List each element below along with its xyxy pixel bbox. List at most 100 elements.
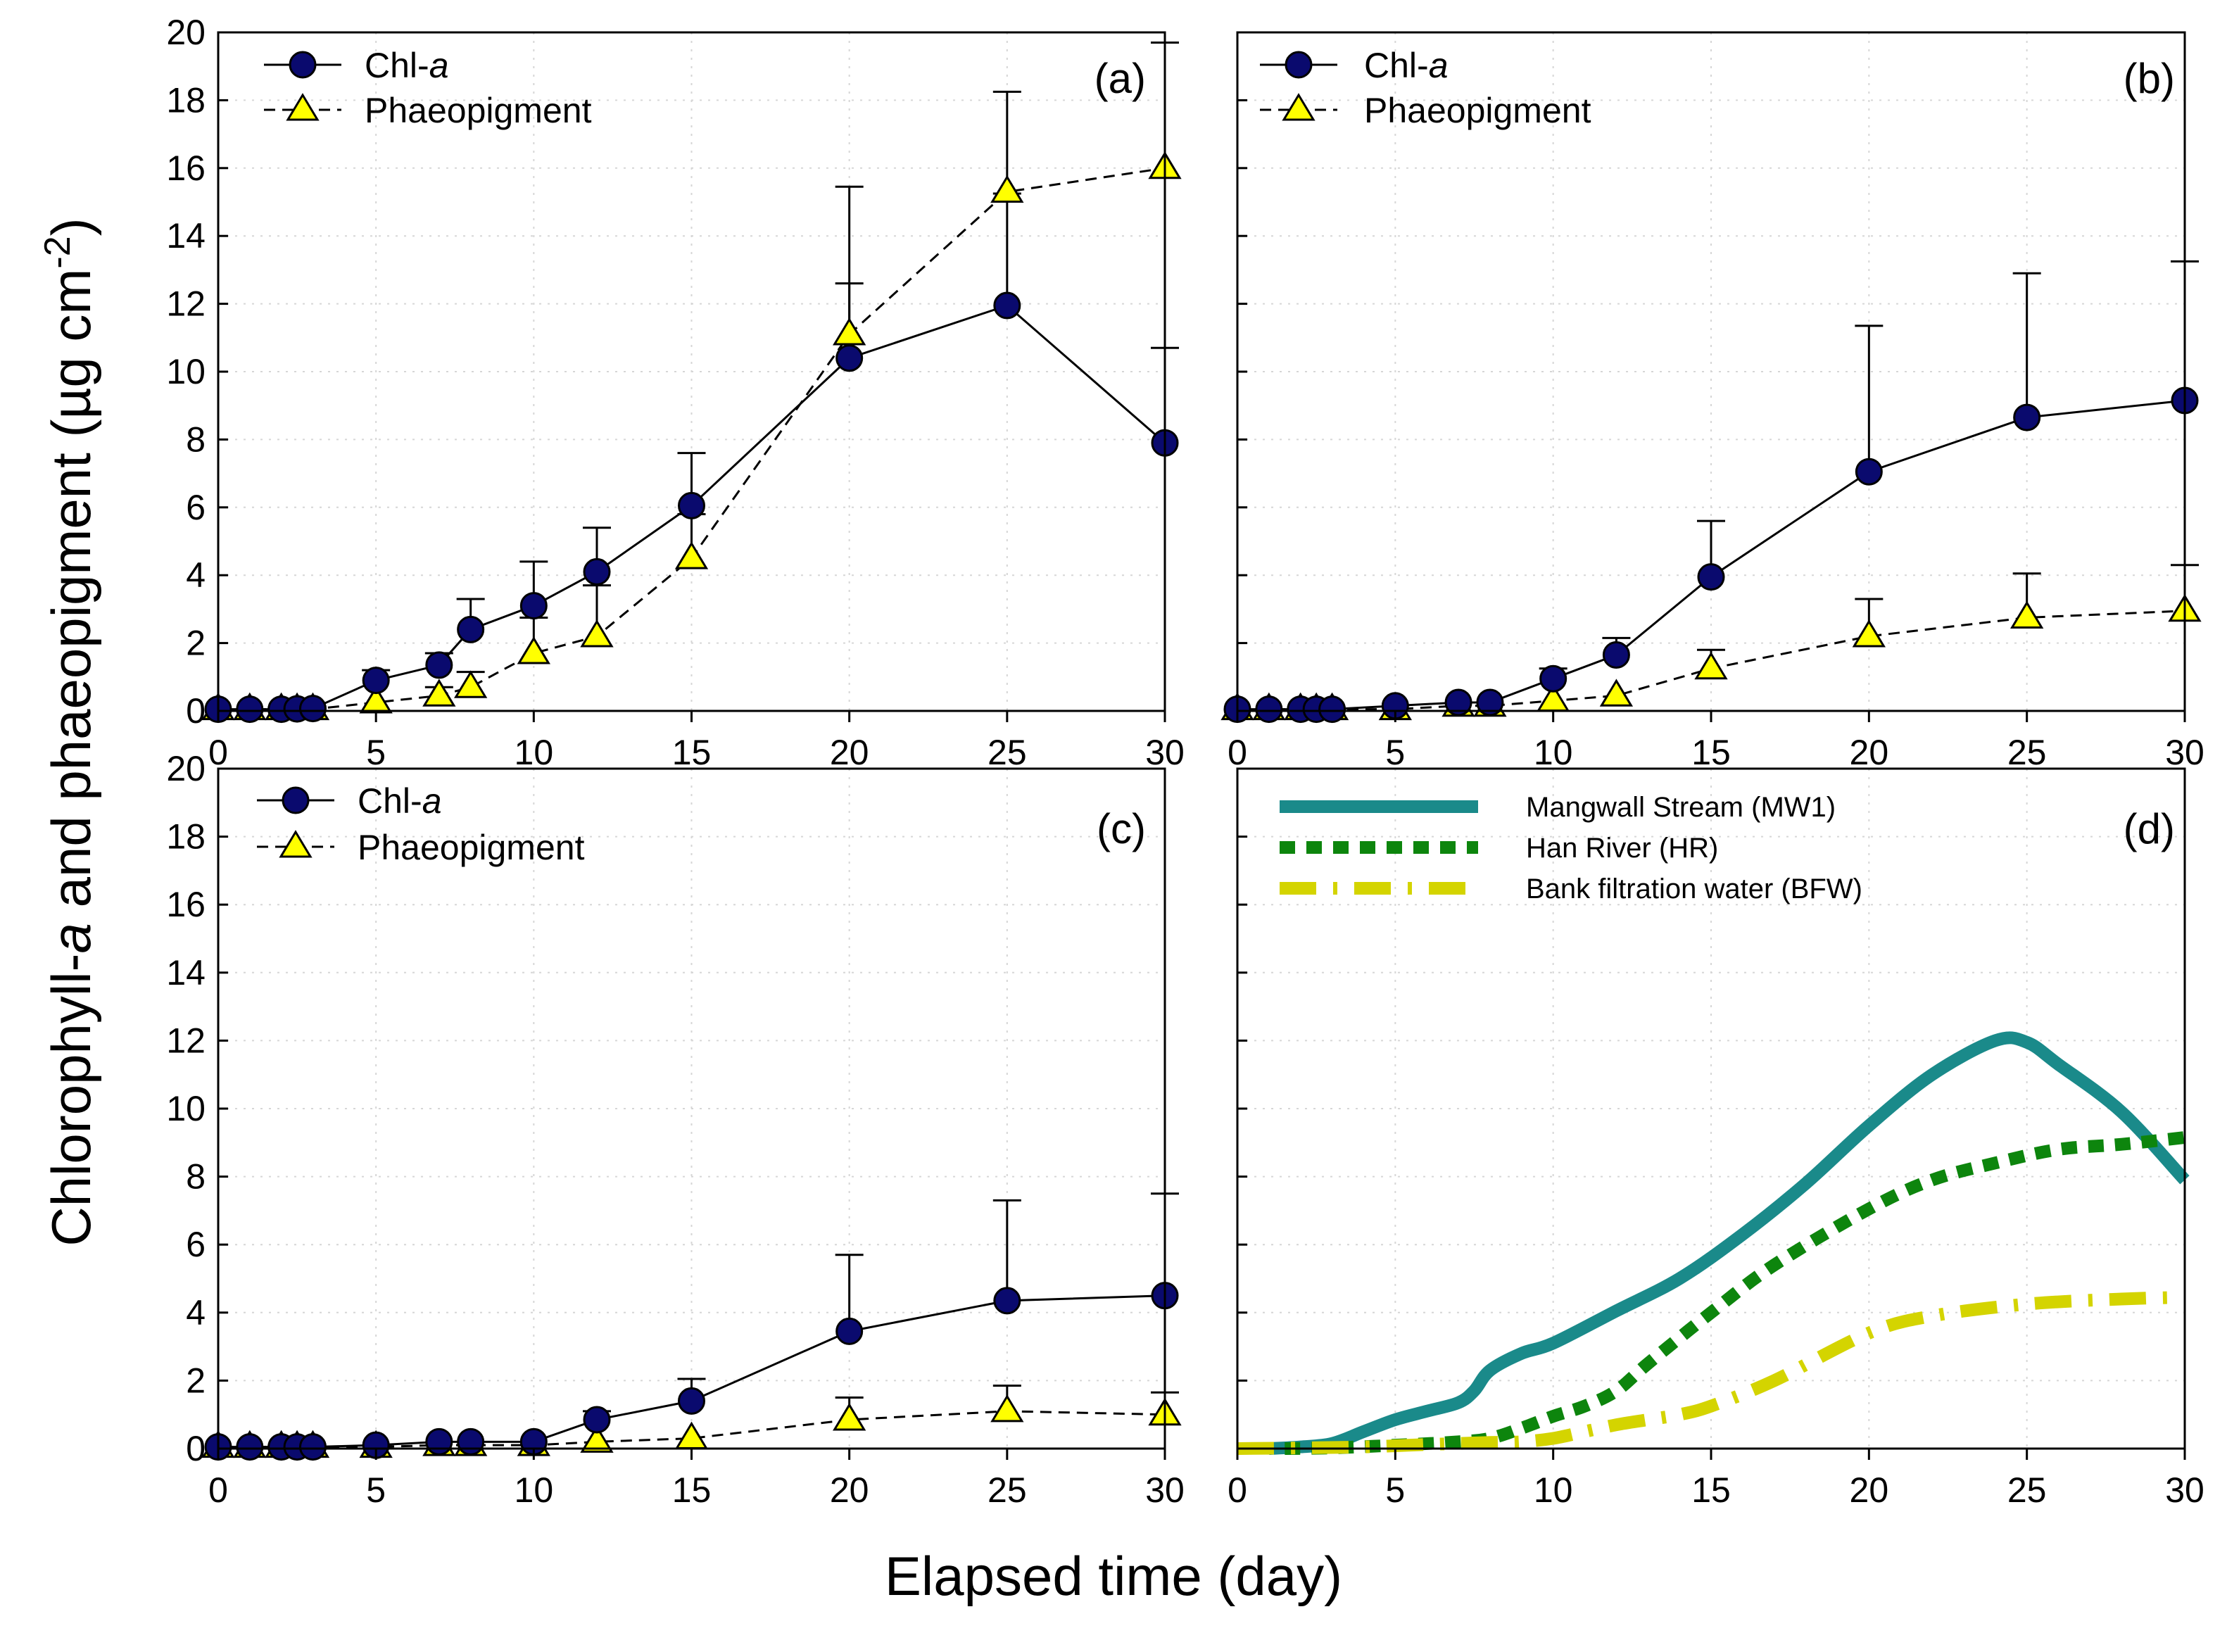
y-tick-label: 14	[166, 953, 206, 992]
data-point-phaeo	[1852, 619, 1886, 648]
data-point-chl	[1255, 695, 1283, 724]
panel-label: (a)	[1094, 55, 1146, 102]
legend-marker-triangle	[279, 830, 313, 858]
legend-label-phaeo: Phaeopigment	[365, 91, 592, 130]
y-tick-label: 4	[186, 1293, 206, 1332]
y-axis-title: Chlorophyll-a and phaeopigment (µg cm-2)	[37, 217, 102, 1246]
curve-mw1	[1268, 1031, 2190, 1455]
x-tick-label: 10	[515, 1470, 554, 1510]
y-ticks	[1237, 31, 1247, 712]
legend-label-chl-italic: a	[429, 46, 449, 85]
y-tick-label: 16	[166, 885, 206, 924]
data-point-chl	[835, 344, 864, 372]
x-tick-label: 20	[830, 733, 869, 772]
legend-label-bfw: Bank filtration water (BFW)	[1526, 874, 1862, 904]
y-axis-title-part: Chlorophyll-	[40, 953, 102, 1246]
y-tick-label: 16	[166, 149, 206, 188]
x-tick-label: 0	[1228, 733, 1247, 772]
x-tick-label: 20	[1850, 1470, 1889, 1510]
legend-label-phaeo: Phaeopigment	[1364, 91, 1591, 130]
x-tick-label: 0	[208, 1470, 228, 1510]
legend: Chl-a Phaeopigment	[1260, 46, 1591, 130]
data-point-chl	[583, 557, 611, 586]
legend: Mangwall Stream (MW1) Han River (HR) Ban…	[1280, 792, 1862, 904]
legend-label-mw1: Mangwall Stream (MW1)	[1526, 792, 1836, 823]
x-tick-label: 5	[366, 733, 386, 772]
y-tick-label: 8	[186, 420, 206, 459]
legend-label-chl-prefix: Chl-	[365, 46, 429, 85]
y-tick-label: 8	[186, 1157, 206, 1197]
data-point-chl	[1539, 664, 1567, 693]
y-ticks: 0 2 4 6 8 10 12 14 16 18 20	[166, 749, 228, 1468]
x-ticks: 0 5 10 15 20 25 30	[208, 711, 1185, 772]
y-axis-title-superscript: -2	[37, 236, 78, 268]
x-ticks: 0 5 10 15 20 25 30	[208, 1449, 1185, 1510]
legend-label-chl-italic: a	[1429, 46, 1449, 85]
y-tick-label: 18	[166, 817, 206, 857]
x-ticks: 0 5 10 15 20 25 30	[1228, 711, 2204, 772]
y-tick-label: 20	[166, 749, 206, 788]
data-point-chl	[1318, 695, 1346, 724]
data-point-phaeo	[833, 1403, 866, 1431]
y-tick-label: 12	[166, 284, 206, 324]
gridlines	[1237, 32, 2185, 711]
legend-label-phaeo: Phaeopigment	[358, 828, 585, 867]
y-tick-label: 10	[166, 1089, 206, 1128]
y-axis-title-part: )	[40, 217, 102, 236]
data-point-phaeo	[2010, 600, 2044, 629]
y-tick-label: 2	[186, 624, 206, 663]
y-tick-label: 4	[186, 555, 206, 595]
data-point-phaeo	[580, 1425, 614, 1453]
data-point-chl	[835, 1317, 864, 1345]
data-point-phaeo	[580, 619, 614, 648]
y-tick-label: 2	[186, 1361, 206, 1400]
data-point-chl	[993, 291, 1021, 320]
series-lines	[1237, 1031, 2190, 1455]
x-tick-label: 5	[366, 1470, 386, 1510]
y-axis-title-part-italic: a	[40, 923, 102, 953]
data-point-chl	[1697, 563, 1725, 591]
legend-marker-circle	[289, 51, 317, 79]
curve-hr	[1285, 1131, 2185, 1455]
x-tick-label: 5	[1385, 733, 1405, 772]
gridlines	[1237, 769, 2185, 1449]
data-point-phaeo	[1599, 679, 1634, 707]
panel-label: (d)	[2124, 805, 2175, 852]
legend: Chl-a Phaeopigment	[264, 46, 592, 130]
y-tick-label: 12	[166, 1021, 206, 1060]
x-tick-label: 15	[1691, 733, 1731, 772]
data-point-phaeo	[454, 670, 488, 698]
legend-label-chl: Chl-a	[365, 46, 449, 85]
error-bars	[583, 1192, 1179, 1420]
x-tick-label: 30	[1145, 733, 1185, 772]
x-tick-label: 20	[1850, 733, 1889, 772]
y-tick-label: 10	[166, 352, 206, 391]
legend-label-chl-prefix: Chl-	[358, 781, 422, 821]
x-tick-label: 15	[672, 733, 712, 772]
data-point-phaeo	[517, 636, 550, 664]
panel-c: 0 2 4 6 8 10 12 14 16 18 20 0 5 10 15 20 25 30 (c) Chl-a…	[166, 749, 1184, 1510]
data-point-phaeo	[990, 175, 1024, 203]
data-point-phaeo	[674, 1421, 709, 1450]
x-tick-label: 20	[830, 1470, 869, 1510]
x-ticks: 0 5 10 15 20 25 30	[1228, 1449, 2204, 1510]
x-tick-label: 0	[208, 733, 228, 772]
data-point-phaeo	[1694, 651, 1728, 680]
gridlines	[218, 769, 1165, 1449]
data-point-chl	[2013, 403, 2041, 431]
y-ticks: 0 2 4 6 8 10 12 14 16 18 20	[166, 13, 228, 731]
legend-label-chl-prefix: Chl-	[1364, 46, 1429, 85]
data-point-chl	[1855, 458, 1883, 486]
data-point-phaeo	[990, 1394, 1024, 1423]
data-point-chl	[519, 592, 548, 620]
x-tick-label: 0	[1228, 1470, 1247, 1510]
legend-marker-circle	[282, 786, 310, 814]
legend-label-chl: Chl-a	[1364, 46, 1449, 85]
data-point-phaeo	[422, 679, 456, 707]
data-point-chl	[236, 1433, 264, 1461]
gridlines	[218, 32, 1165, 711]
legend-marker-circle	[1285, 51, 1313, 79]
data-point-chl	[1476, 688, 1504, 717]
data-point-chl	[457, 615, 485, 643]
legend-label-chl-italic: a	[422, 781, 442, 821]
